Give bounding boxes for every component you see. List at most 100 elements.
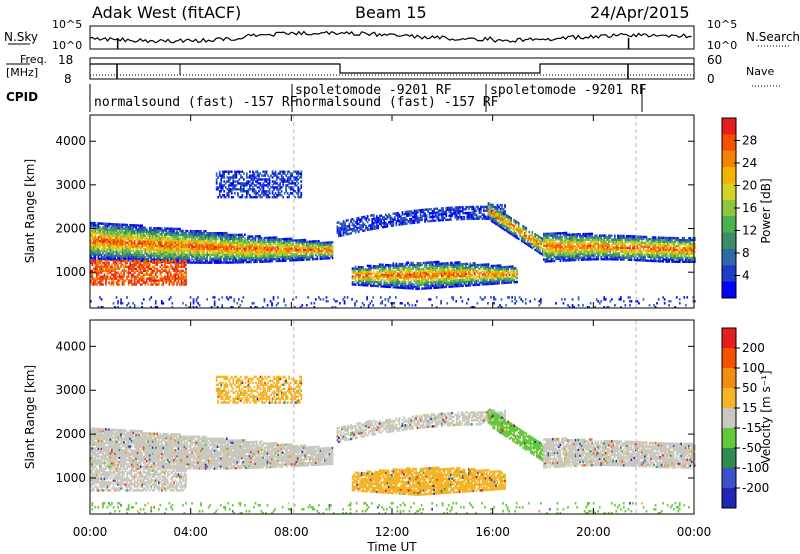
- power-echo: [315, 242, 317, 245]
- power-echo: [397, 272, 399, 275]
- power-echo: [504, 279, 506, 283]
- power-echo: [171, 243, 174, 246]
- power-echo: [395, 284, 398, 287]
- power-echo: [262, 240, 264, 244]
- power-echo: [480, 271, 482, 274]
- power-echo: [496, 282, 499, 285]
- power-echo: [290, 253, 293, 256]
- power-echo: [457, 218, 460, 221]
- power-echo: [180, 253, 183, 256]
- power-echo: [292, 176, 295, 179]
- power-echo: [428, 271, 431, 274]
- power-echo: [365, 272, 367, 275]
- power-echo: [253, 256, 255, 260]
- power-echo: [230, 196, 233, 199]
- power-echo: [209, 253, 211, 256]
- power-echo: [144, 236, 147, 239]
- power-echo: [91, 231, 94, 235]
- power-echo: [253, 184, 256, 187]
- power-echo: [120, 241, 122, 244]
- power-echo: [322, 245, 325, 248]
- power-echo: [291, 188, 293, 191]
- power-echo: [180, 255, 183, 258]
- power-echo: [315, 250, 317, 253]
- power-echo: [99, 283, 101, 286]
- power-echo: [449, 210, 452, 213]
- power-echo: [443, 281, 446, 285]
- power-echo: [397, 211, 399, 215]
- power-echo: [443, 210, 446, 214]
- power-echo: [428, 219, 431, 223]
- power-echo: [434, 213, 437, 216]
- power-echo: [185, 281, 187, 284]
- power-echo: [94, 222, 97, 225]
- power-echo: [486, 263, 488, 266]
- power-echo: [366, 228, 369, 232]
- power-echo: [418, 219, 420, 222]
- power-echo: [210, 236, 213, 239]
- power-echo: [244, 245, 246, 248]
- power-echo: [321, 253, 323, 256]
- power-echo: [400, 272, 402, 276]
- power-echo: [400, 286, 402, 289]
- power-echo: [123, 237, 125, 240]
- power-echo: [159, 279, 162, 282]
- power-echo: [203, 241, 205, 245]
- power-echo: [158, 231, 160, 234]
- power-echo: [413, 283, 416, 286]
- power-echo: [448, 263, 451, 267]
- power-echo: [272, 246, 275, 249]
- power-echo: [307, 244, 310, 247]
- power-echo: [147, 256, 150, 259]
- power-echo: [419, 279, 422, 283]
- power-echo: [457, 282, 460, 286]
- power-echo: [103, 246, 106, 249]
- power-echo: [168, 241, 171, 244]
- power-echo: [118, 273, 121, 276]
- power-echo: [475, 205, 478, 209]
- power-echo: [439, 278, 441, 281]
- power-echo: [209, 247, 211, 251]
- power-echo: [401, 213, 404, 216]
- power-echo: [449, 277, 452, 280]
- power-echo: [254, 241, 257, 244]
- power-echo: [407, 265, 410, 268]
- power-echo: [97, 222, 100, 225]
- power-echo: [439, 280, 441, 283]
- power-echo: [472, 278, 475, 281]
- power-echo: [496, 217, 499, 221]
- power-echo: [252, 180, 254, 183]
- power-echo: [443, 270, 446, 273]
- power-echo: [302, 238, 305, 242]
- power-echo: [351, 283, 354, 286]
- nsky-tick-top: 10^5: [52, 18, 82, 31]
- power-echo: [404, 279, 407, 282]
- power-echo: [436, 262, 438, 266]
- power-echo: [264, 170, 266, 173]
- power-echo: [164, 269, 166, 272]
- power-echo: [342, 233, 345, 237]
- power-echo: [109, 269, 112, 272]
- power-echo: [407, 212, 410, 215]
- power-echo: [231, 259, 234, 262]
- power-echo: [407, 283, 410, 286]
- power-echo: [136, 251, 139, 255]
- power-echo: [217, 188, 219, 191]
- power-echo: [136, 265, 139, 268]
- power-echo: [158, 259, 160, 263]
- power-echo: [302, 256, 305, 259]
- power-echo: [391, 218, 393, 221]
- power-echo: [129, 265, 131, 268]
- power-echo: [179, 229, 181, 233]
- power-echo: [471, 274, 473, 277]
- power-echo: [392, 278, 395, 281]
- power-echo: [130, 253, 133, 256]
- power-echo: [397, 264, 399, 268]
- power-echo: [331, 251, 334, 254]
- power-echo: [377, 267, 380, 270]
- power-echo: [431, 265, 434, 268]
- power-echo: [457, 284, 460, 288]
- power-echo: [342, 228, 345, 231]
- power-echo: [366, 226, 369, 230]
- power-echo: [139, 230, 142, 233]
